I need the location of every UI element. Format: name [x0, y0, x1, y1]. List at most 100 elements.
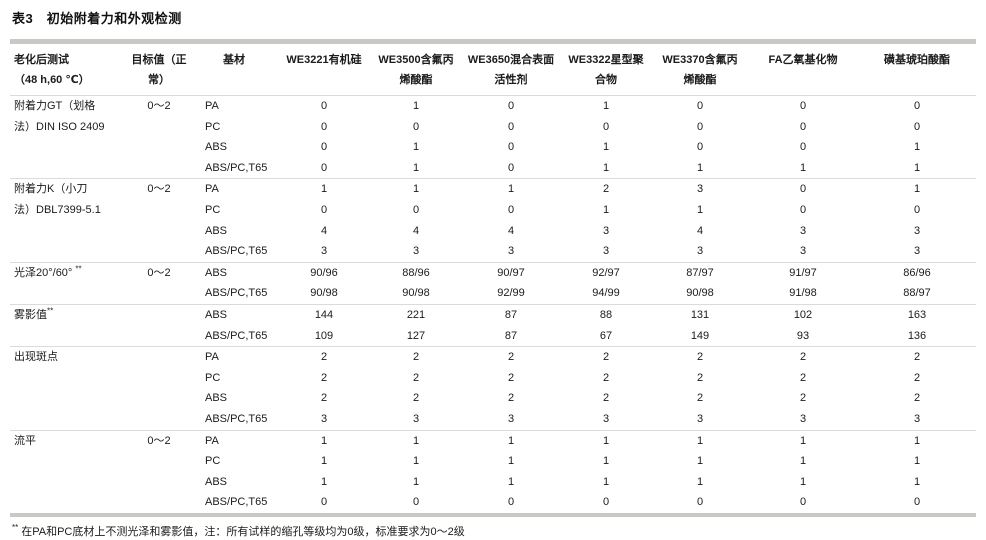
value-cell: 3	[913, 412, 921, 425]
value-cell: 2	[602, 371, 610, 384]
substrate-cell: ABS/PC,T65	[205, 287, 268, 300]
column-header: WE3370含氟丙 烯酸酯	[652, 41, 748, 96]
value-cell: 90/98	[310, 287, 338, 300]
column-header: 磺基琥珀酸酯	[858, 41, 976, 96]
value-cell: 2	[913, 371, 921, 384]
table-row: ABS/PC,T65 0 0 0 0 0 0 0	[10, 492, 976, 515]
footnote-marker: **	[12, 523, 19, 533]
value-cell: 2	[858, 346, 976, 368]
value-cell: 0	[913, 203, 921, 216]
value-cell: 94/99	[592, 287, 620, 300]
value-cell: 1	[370, 429, 462, 452]
table-row: ABS/PC,T65 90/98 90/98 92/99 94/99 90/98 91/98…	[10, 283, 976, 304]
value-cell: 2	[560, 346, 652, 368]
value-cell: 109	[314, 329, 334, 342]
value-cell: 0	[748, 178, 858, 200]
value-cell: 1	[278, 429, 370, 452]
value-cell: 163	[858, 303, 976, 326]
value-cell: 1	[370, 178, 462, 200]
value-cell: 0	[507, 496, 515, 509]
value-cell: 0	[412, 203, 420, 216]
footnote: ** 在PA和PC底材上不测光泽和雾影值，注：所有试样的缩孔等级均为0级，标准要求…	[10, 524, 976, 540]
value-cell: 90/98	[686, 287, 714, 300]
value-cell: 67	[599, 329, 613, 342]
value-cell: 1	[412, 475, 420, 488]
column-header: 基材	[190, 41, 278, 96]
table-row: ABS/PC,T65 3 3 3 3 3 3 3	[10, 241, 976, 262]
column-header: WE3221有机硅	[278, 41, 370, 96]
value-cell: 0	[507, 161, 515, 174]
value-cell: 0	[652, 94, 748, 117]
value-cell: 0	[507, 141, 515, 154]
value-cell: 93	[796, 329, 810, 342]
substrate-cell: PC	[205, 371, 221, 384]
substrate-cell: ABS	[205, 141, 228, 154]
value-cell: 87/97	[652, 261, 748, 284]
substrate-cell: ABS/PC,T65	[205, 245, 268, 258]
value-cell: 1	[560, 429, 652, 452]
table-row: ABS 2 2 2 2 2 2 2	[10, 388, 976, 409]
test-superscript: **	[47, 306, 54, 316]
column-header: WE3650混合表面 活性剂	[462, 41, 560, 96]
value-cell: 90/98	[402, 287, 430, 300]
column-header: WE3500含氟丙 烯酸酯	[370, 41, 462, 96]
value-cell: 3	[320, 245, 328, 258]
value-cell: 2	[507, 392, 515, 405]
value-cell: 88	[560, 303, 652, 326]
value-cell: 87	[462, 303, 560, 326]
value-cell: 1	[913, 455, 921, 468]
substrate-cell: PC	[205, 455, 221, 468]
value-cell: 3	[507, 412, 515, 425]
value-cell: 2	[370, 346, 462, 368]
value-cell: 2	[748, 346, 858, 368]
value-cell: 1	[462, 429, 560, 452]
table-row: 雾影值** ABS 144 221 87 88 131 102 163	[10, 303, 976, 347]
column-header: 目标值（正 常）	[128, 41, 190, 96]
table-row: ABS/PC,T65 0 1 0 1 1 1 1	[10, 158, 976, 179]
value-cell: 0	[696, 120, 704, 133]
value-cell: 1	[602, 475, 610, 488]
value-cell: 1	[913, 141, 921, 154]
value-cell: 92/99	[497, 287, 525, 300]
value-cell: 0	[748, 94, 858, 117]
test-name-cell: 附着力GT（划格 法）DIN ISO 2409	[10, 94, 128, 179]
value-cell: 2	[320, 392, 328, 405]
value-cell: 1	[652, 429, 748, 452]
value-cell: 87	[504, 329, 518, 342]
value-cell: 2	[560, 178, 652, 200]
value-cell: 3	[602, 412, 610, 425]
value-cell: 1	[748, 429, 858, 452]
value-cell: 1	[602, 203, 610, 216]
table-row: ABS 0 1 0 1 0 0 1	[10, 137, 976, 158]
substrate-cell: ABS	[205, 392, 228, 405]
table-row: 光泽20°/60° ** 0～2 ABS 90/96 88/96 90/97 92/97 87…	[10, 261, 976, 305]
value-cell: 3	[913, 224, 921, 237]
test-name-cell: 雾影值**	[10, 303, 128, 347]
value-cell: 0	[320, 120, 328, 133]
value-cell: 3	[652, 178, 748, 200]
value-cell: 3	[602, 245, 610, 258]
value-cell: 1	[320, 455, 328, 468]
value-cell: 3	[412, 245, 420, 258]
value-cell: 92/97	[560, 261, 652, 284]
value-cell: 0	[858, 94, 976, 117]
value-cell: 3	[799, 245, 807, 258]
value-cell: 91/98	[789, 287, 817, 300]
value-cell: 2	[412, 371, 420, 384]
table-row: PC 1 1 1 1 1 1 1	[10, 451, 976, 472]
value-cell: 3	[799, 412, 807, 425]
value-cell: 1	[278, 178, 370, 200]
value-cell: 0	[507, 203, 515, 216]
table-row: 出现斑点 PA 2 2 2 2 2 2 2	[10, 346, 976, 430]
value-cell: 1	[320, 475, 328, 488]
value-cell: 4	[507, 224, 515, 237]
value-cell: 1	[696, 161, 704, 174]
value-cell: 2	[913, 392, 921, 405]
substrate-cell: PC	[205, 120, 221, 133]
value-cell: 0	[696, 141, 704, 154]
substrate-cell: ABS/PC,T65	[205, 161, 268, 174]
value-cell: 0	[320, 161, 328, 174]
table-row: PC 0 0 0 1 1 0 0	[10, 200, 976, 221]
value-cell: 4	[696, 224, 704, 237]
